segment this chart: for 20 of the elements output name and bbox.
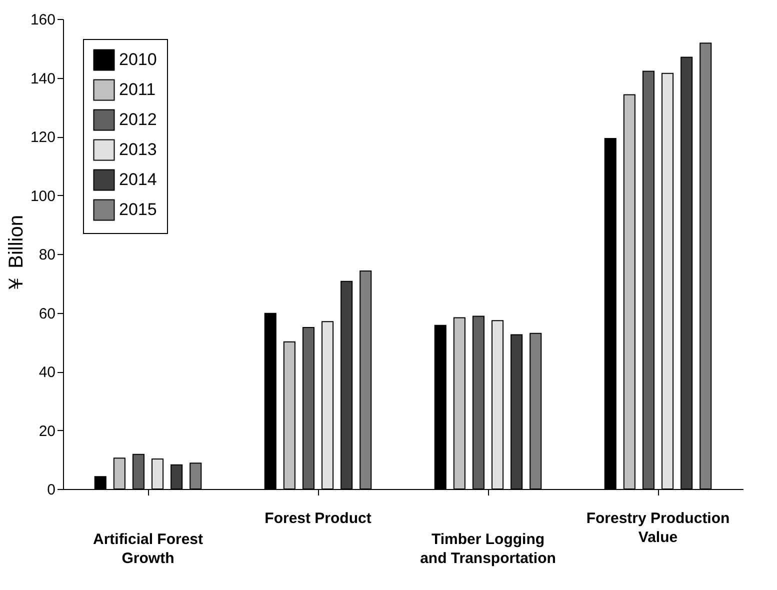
y-tick-label: 60: [38, 305, 56, 322]
legend-label: 2013: [119, 140, 157, 159]
y-tick-label: 0: [47, 482, 56, 498]
y-axis-title: ￥ Billion: [5, 215, 28, 294]
legend-label: 2011: [119, 80, 156, 99]
y-tick-label: 160: [30, 12, 56, 28]
x-tick-label: Timber Logging and Transportation: [420, 531, 556, 567]
x-tick-label: Artificial Forest Growth: [92, 531, 204, 567]
legend-label: 2012: [119, 110, 157, 129]
y-tick-label: 80: [38, 246, 56, 264]
x-tick-label: Forest Product: [264, 510, 372, 527]
legend-label: 2015: [119, 200, 157, 219]
x-tick-label: Forestry Production Value: [586, 510, 730, 546]
legend-label: 2010: [119, 50, 157, 69]
legend-label: 2014: [119, 170, 157, 189]
y-tick-label: 40: [38, 364, 56, 381]
y-tick-label: 20: [38, 422, 56, 440]
y-tick-label: 140: [30, 70, 56, 88]
y-tick-label: 100: [30, 188, 56, 205]
y-tick-label: 120: [30, 129, 56, 146]
